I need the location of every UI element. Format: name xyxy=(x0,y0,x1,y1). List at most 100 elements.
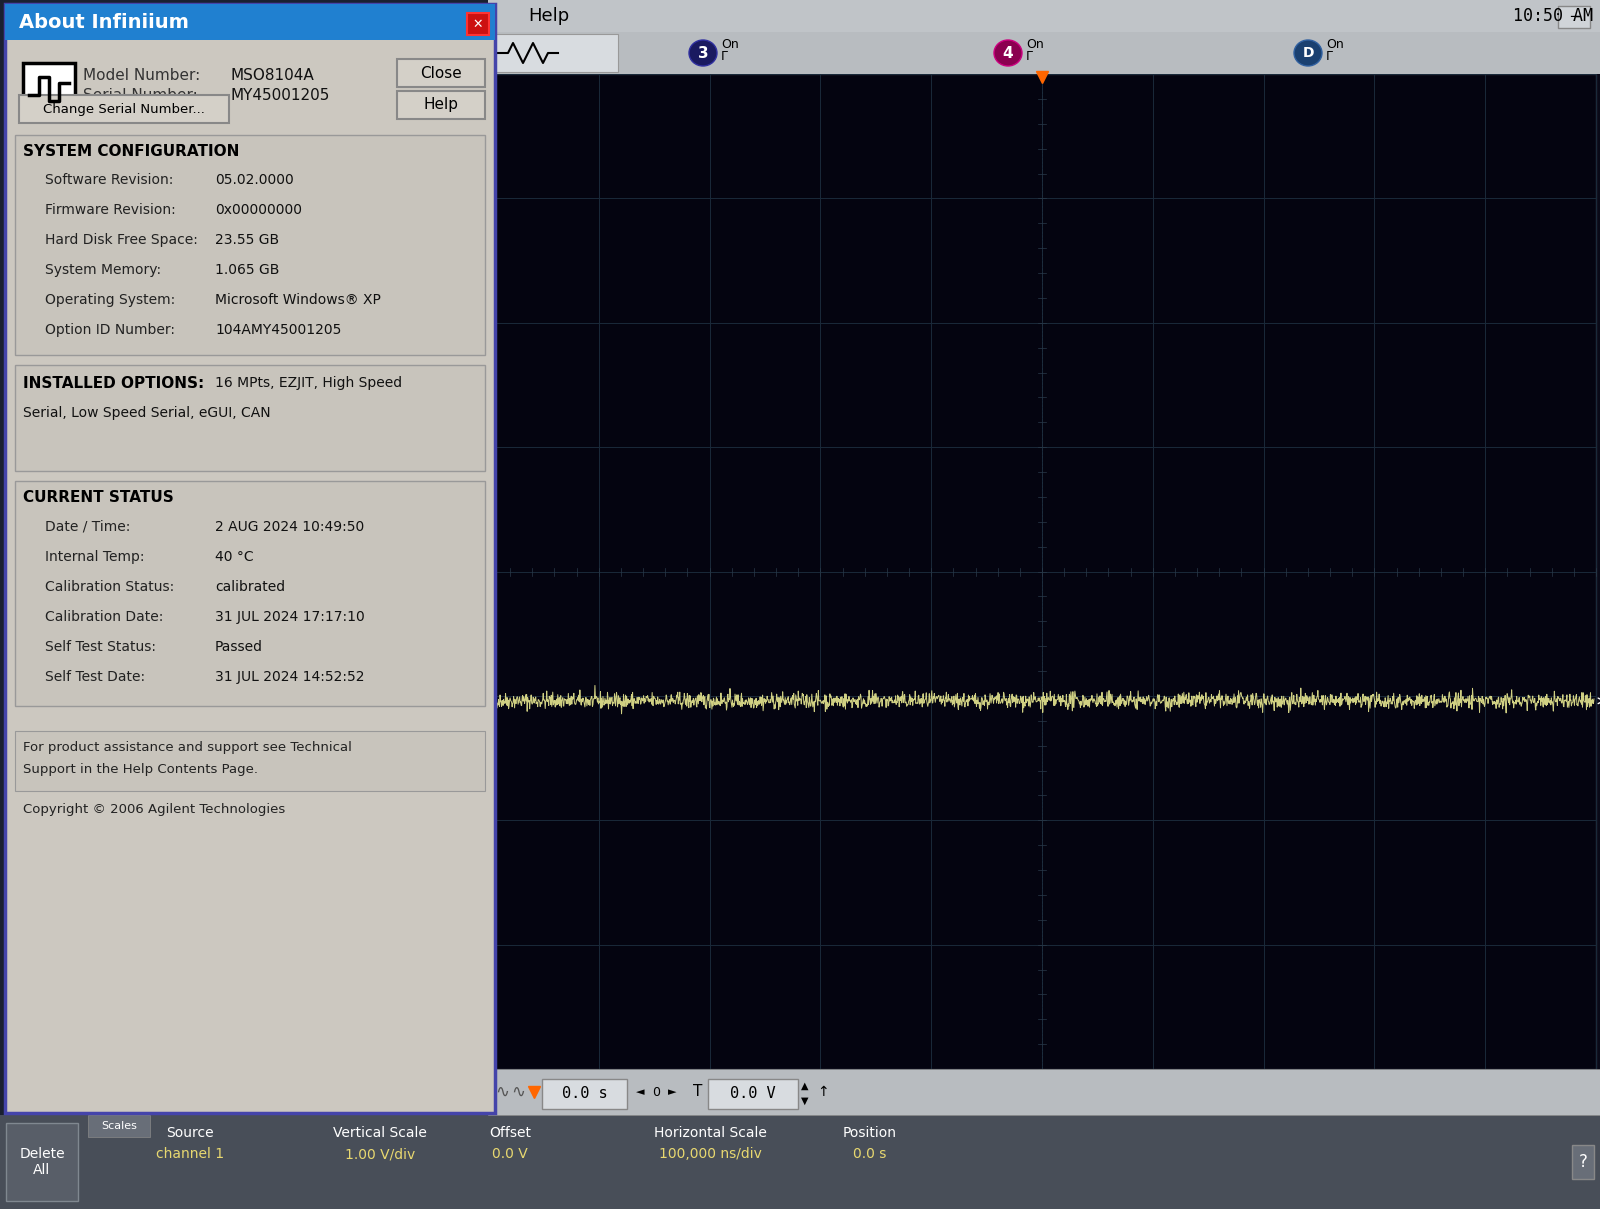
Text: Horizontal Scale: Horizontal Scale xyxy=(653,1126,766,1140)
Text: 0: 0 xyxy=(653,1086,661,1099)
Text: T: T xyxy=(693,1084,702,1099)
Text: Γ: Γ xyxy=(1326,51,1333,64)
Bar xyxy=(88,1115,150,1136)
Text: ↑: ↑ xyxy=(818,1084,829,1099)
Text: System Memory:: System Memory: xyxy=(45,264,162,277)
Text: Model Number:: Model Number: xyxy=(83,68,200,82)
Bar xyxy=(5,4,494,40)
Text: On: On xyxy=(1026,39,1043,52)
Text: Scales: Scales xyxy=(101,1121,138,1130)
Text: Serial Number:: Serial Number: xyxy=(83,87,198,103)
Bar xyxy=(6,1123,78,1201)
Text: ─: ─ xyxy=(1570,10,1578,24)
Bar xyxy=(14,135,485,355)
Text: About Infiniium: About Infiniium xyxy=(19,12,189,31)
Text: 100,000 ns/div: 100,000 ns/div xyxy=(659,1147,762,1161)
Bar xyxy=(14,481,485,706)
Text: 05.02.0000: 05.02.0000 xyxy=(214,173,294,187)
Text: channel 1: channel 1 xyxy=(155,1147,224,1161)
Text: Hard Disk Free Space:: Hard Disk Free Space: xyxy=(45,233,198,247)
Text: 3: 3 xyxy=(698,46,709,60)
Text: 10:50 AM: 10:50 AM xyxy=(1514,7,1594,25)
Bar xyxy=(488,74,1597,1069)
Ellipse shape xyxy=(1294,40,1322,66)
Text: calibrated: calibrated xyxy=(214,580,285,594)
Bar xyxy=(22,63,75,115)
Text: Calibration Status:: Calibration Status: xyxy=(45,580,174,594)
Text: 0.0 V: 0.0 V xyxy=(493,1147,528,1161)
Bar xyxy=(397,91,485,118)
Text: Source: Source xyxy=(166,1126,214,1140)
Text: For product assistance and support see Technical: For product assistance and support see T… xyxy=(22,741,352,754)
Text: Close: Close xyxy=(421,65,462,81)
Text: 16 MPts, EZJIT, High Speed: 16 MPts, EZJIT, High Speed xyxy=(214,376,402,391)
Bar xyxy=(1571,1145,1594,1179)
Text: Position: Position xyxy=(843,1126,898,1140)
Text: ►: ► xyxy=(667,1087,677,1097)
Text: SYSTEM CONFIGURATION: SYSTEM CONFIGURATION xyxy=(22,144,240,158)
Text: CURRENT STATUS: CURRENT STATUS xyxy=(22,490,174,504)
Text: Calibration Date:: Calibration Date: xyxy=(45,611,163,624)
Text: 1.065 GB: 1.065 GB xyxy=(214,264,280,277)
Bar xyxy=(488,0,1600,31)
Text: ∿: ∿ xyxy=(510,1083,525,1101)
Text: ◄: ◄ xyxy=(635,1087,645,1097)
Ellipse shape xyxy=(690,40,717,66)
Text: Support in the Help Contents Page.: Support in the Help Contents Page. xyxy=(22,764,258,776)
Text: Help: Help xyxy=(528,7,570,25)
Bar xyxy=(488,1069,1600,1115)
Text: Offset: Offset xyxy=(490,1126,531,1140)
Text: 4: 4 xyxy=(1003,46,1013,60)
Text: 104AMY45001205: 104AMY45001205 xyxy=(214,323,341,337)
Text: Delete
All: Delete All xyxy=(19,1147,66,1178)
Text: Γ: Γ xyxy=(1026,51,1034,64)
Text: ?: ? xyxy=(1579,1153,1587,1172)
Bar xyxy=(19,96,229,123)
Text: 0.0 s: 0.0 s xyxy=(562,1087,608,1101)
Text: Option ID Number:: Option ID Number: xyxy=(45,323,174,337)
Text: 0x00000000: 0x00000000 xyxy=(214,203,302,216)
Bar xyxy=(14,365,485,472)
Text: Firmware Revision:: Firmware Revision: xyxy=(45,203,176,216)
Text: MSO8104A: MSO8104A xyxy=(230,68,315,82)
Text: Self Test Date:: Self Test Date: xyxy=(45,670,146,684)
Bar xyxy=(488,0,1600,1115)
Bar xyxy=(707,1078,798,1109)
Text: 31 JUL 2024 14:52:52: 31 JUL 2024 14:52:52 xyxy=(214,670,365,684)
Text: Self Test Status:: Self Test Status: xyxy=(45,640,157,654)
Text: 2 AUG 2024 10:49:50: 2 AUG 2024 10:49:50 xyxy=(214,520,365,534)
Bar xyxy=(1558,6,1590,28)
Bar xyxy=(488,31,1600,74)
Text: Help: Help xyxy=(424,98,459,112)
Text: 0.0 s: 0.0 s xyxy=(853,1147,886,1161)
Bar xyxy=(488,34,618,73)
Text: 0.0 V: 0.0 V xyxy=(730,1087,776,1101)
Bar xyxy=(397,59,485,87)
Text: Copyright © 2006 Agilent Technologies: Copyright © 2006 Agilent Technologies xyxy=(22,804,285,816)
Bar xyxy=(467,13,490,35)
Text: 1.00 V/div: 1.00 V/div xyxy=(346,1147,414,1161)
Text: 23.55 GB: 23.55 GB xyxy=(214,233,278,247)
Text: Internal Temp:: Internal Temp: xyxy=(45,550,144,565)
Ellipse shape xyxy=(994,40,1022,66)
Text: Microsoft Windows® XP: Microsoft Windows® XP xyxy=(214,293,381,307)
Text: ▼: ▼ xyxy=(802,1097,808,1106)
Text: ▲: ▲ xyxy=(802,1081,808,1091)
Text: On: On xyxy=(722,39,739,52)
Text: ∿: ∿ xyxy=(494,1083,509,1101)
Text: 40 °C: 40 °C xyxy=(214,550,254,565)
Text: D: D xyxy=(1302,46,1314,60)
Text: On: On xyxy=(1326,39,1344,52)
Bar xyxy=(14,731,485,791)
Text: Passed: Passed xyxy=(214,640,262,654)
Text: MY45001205: MY45001205 xyxy=(230,87,330,103)
Text: Date / Time:: Date / Time: xyxy=(45,520,130,534)
Text: Γ: Γ xyxy=(722,51,728,64)
Bar xyxy=(5,4,494,1113)
Bar xyxy=(0,1115,1600,1209)
Text: Operating System:: Operating System: xyxy=(45,293,176,307)
Text: Change Serial Number...: Change Serial Number... xyxy=(43,103,205,116)
Text: Software Revision:: Software Revision: xyxy=(45,173,173,187)
Text: 31 JUL 2024 17:17:10: 31 JUL 2024 17:17:10 xyxy=(214,611,365,624)
Text: Vertical Scale: Vertical Scale xyxy=(333,1126,427,1140)
